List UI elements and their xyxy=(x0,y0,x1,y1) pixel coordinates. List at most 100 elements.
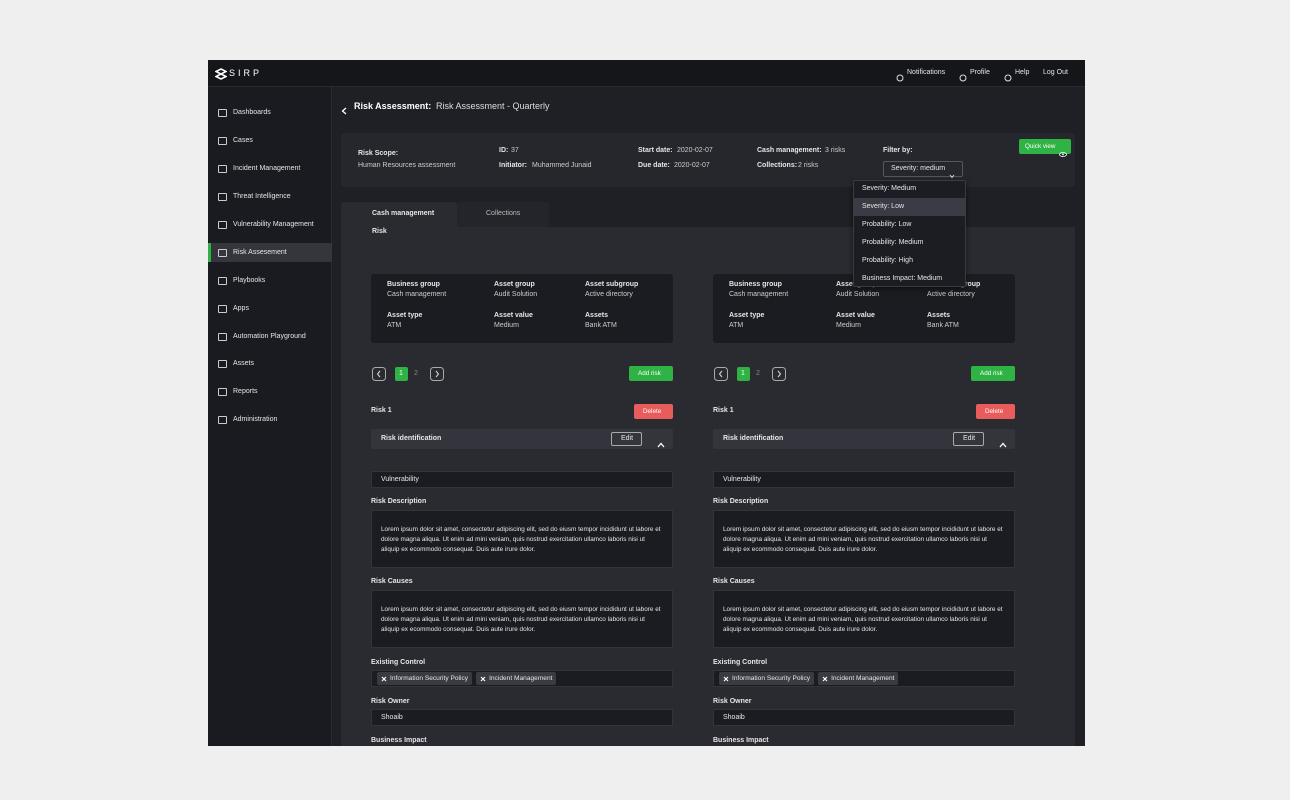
delete-button[interactable] xyxy=(634,404,673,419)
input xyxy=(713,471,1015,488)
quick-view-label: Quick view xyxy=(1025,143,1056,150)
field-label: Risk Owner xyxy=(371,698,410,705)
quick-view-button[interactable] xyxy=(1019,139,1071,154)
input xyxy=(371,471,673,488)
input-value: Shoaib xyxy=(723,714,745,721)
dropdown-item[interactable]: Severity: Medium xyxy=(862,185,917,192)
page-number[interactable]: 1 xyxy=(399,370,403,377)
nav-icon xyxy=(896,69,904,82)
page-active[interactable] xyxy=(395,367,408,381)
sidebar-item[interactable]: Playbooks xyxy=(233,277,266,284)
remove-icon[interactable] xyxy=(480,676,486,682)
tag-chip[interactable]: Incident Management xyxy=(818,672,899,685)
label: Risk Scope: xyxy=(358,150,399,157)
sidebar-item[interactable]: Automation Playground xyxy=(233,333,306,340)
remove-icon[interactable] xyxy=(723,676,729,682)
sidebar-item[interactable]: Reports xyxy=(233,388,258,395)
next-page xyxy=(772,367,786,381)
info-value: ATM xyxy=(729,322,744,329)
value: 3 risks xyxy=(825,147,846,154)
accordion-title: Risk identification xyxy=(723,435,784,442)
sidebar-item[interactable]: Risk Assesement xyxy=(233,249,287,256)
header-title: Risk Assessment - Quarterly xyxy=(436,101,550,111)
dropdown-item[interactable]: Probability: Medium xyxy=(862,238,924,246)
delete-label[interactable]: Delete xyxy=(985,408,1004,415)
sidebar-icon xyxy=(218,249,227,257)
dropdown-item[interactable]: Probability: Low xyxy=(862,220,912,228)
logo-icon xyxy=(214,67,228,80)
remove-icon[interactable] xyxy=(822,676,828,682)
sidebar-item[interactable]: Dashboards xyxy=(233,109,271,116)
textarea xyxy=(371,510,673,568)
info-value: Bank ATM xyxy=(927,322,959,329)
tab[interactable] xyxy=(457,202,549,227)
nav-icon xyxy=(959,69,967,82)
info-value: Audit Solution xyxy=(836,291,880,298)
edit-label[interactable]: Edit xyxy=(621,435,634,442)
page-number[interactable]: 2 xyxy=(414,370,418,377)
label: Cash management: xyxy=(757,147,822,154)
input-value: Vulnerability xyxy=(723,476,761,483)
label: Collections: xyxy=(757,162,798,169)
eye-icon xyxy=(1059,144,1067,157)
risk-title: Risk 1 xyxy=(371,407,392,414)
sidebar-item[interactable]: Cases xyxy=(233,137,253,144)
info-card xyxy=(371,274,673,343)
eye-icon-svg xyxy=(1059,152,1067,157)
info-value: Cash management xyxy=(729,291,789,298)
info-label: Assets xyxy=(927,312,950,319)
info-label: Asset value xyxy=(494,312,533,319)
edit-button[interactable] xyxy=(611,432,642,446)
tag-chip[interactable]: Information Security Policy xyxy=(719,672,815,685)
accordion-bar[interactable] xyxy=(371,429,673,449)
tag-chip[interactable]: Incident Management xyxy=(476,672,557,685)
nav-item[interactable]: Log Out xyxy=(1043,69,1068,76)
dropdown-item[interactable]: Probability: High xyxy=(862,256,913,264)
page-number[interactable]: 2 xyxy=(756,370,760,377)
sidebar-item[interactable]: Threat Intelligence xyxy=(233,193,291,200)
sidebar-item[interactable]: Administration xyxy=(233,416,278,423)
add-risk-label[interactable]: Add risk xyxy=(638,370,661,377)
field-label: Business Impact xyxy=(713,737,769,744)
edit-label[interactable]: Edit xyxy=(963,435,976,442)
brand: SIRP xyxy=(229,68,263,78)
prev-page xyxy=(372,367,386,381)
value: 2020-02-07 xyxy=(674,162,710,169)
label: Due date: xyxy=(638,162,670,169)
info-label: Asset subgroup xyxy=(585,281,639,288)
field-label: Business Impact xyxy=(371,737,427,744)
page-number[interactable]: 1 xyxy=(741,370,745,377)
add-risk-button[interactable] xyxy=(971,366,1015,381)
add-risk-button[interactable] xyxy=(629,366,673,381)
prev-page-svg xyxy=(372,367,386,381)
tab-label[interactable]: Collections xyxy=(486,210,521,217)
input xyxy=(713,709,1015,726)
tag-chip[interactable]: Information Security Policy xyxy=(377,672,473,685)
sidebar-item[interactable]: Vulnerability Management xyxy=(233,221,314,228)
nav-item[interactable]: Help xyxy=(1015,69,1030,76)
info-value: Bank ATM xyxy=(585,322,617,329)
nav-item[interactable]: Notifications xyxy=(907,69,946,76)
tab-label[interactable]: Cash management xyxy=(372,210,435,217)
accordion-bar[interactable] xyxy=(713,429,1015,449)
field-label: Risk Causes xyxy=(713,578,755,585)
chevron-up-svg xyxy=(999,442,1007,448)
dropdown-item[interactable]: Business Impact: Medium xyxy=(862,274,943,282)
delete-button[interactable] xyxy=(976,404,1015,419)
add-risk-label[interactable]: Add risk xyxy=(980,370,1003,377)
edit-button[interactable] xyxy=(953,432,984,446)
page-active[interactable] xyxy=(737,367,750,381)
filter-select[interactable] xyxy=(883,161,963,177)
nav-item[interactable]: Profile xyxy=(970,69,990,76)
info-label: Business group xyxy=(387,281,440,288)
dropdown-item[interactable]: Severity: Low xyxy=(862,202,905,210)
sidebar-item[interactable]: Assets xyxy=(233,360,255,367)
sidebar-item[interactable]: Incident Management xyxy=(233,165,301,172)
label: ID: xyxy=(499,147,509,154)
chevron-up-svg xyxy=(657,442,665,448)
sidebar-item[interactable]: Apps xyxy=(233,305,249,312)
remove-icon[interactable] xyxy=(381,676,387,682)
label: Filter by: xyxy=(883,147,913,154)
tab-active[interactable] xyxy=(341,202,457,227)
delete-label[interactable]: Delete xyxy=(643,408,662,415)
